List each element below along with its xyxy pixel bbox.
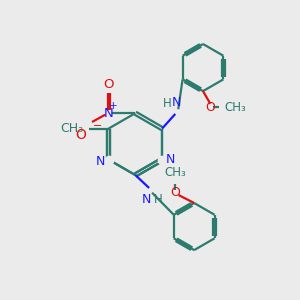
Text: +: + xyxy=(109,101,118,111)
Text: CH₃: CH₃ xyxy=(164,167,186,179)
Text: N: N xyxy=(96,154,106,167)
Text: H: H xyxy=(163,97,172,110)
Text: −: − xyxy=(93,121,102,131)
Text: O: O xyxy=(103,77,114,91)
Text: N: N xyxy=(172,96,182,109)
Text: H: H xyxy=(154,193,162,206)
Text: O: O xyxy=(75,128,86,142)
Text: N: N xyxy=(104,107,114,120)
Text: O: O xyxy=(170,186,180,199)
Text: O: O xyxy=(206,101,215,114)
Text: N: N xyxy=(142,193,151,206)
Text: CH₃: CH₃ xyxy=(224,101,246,114)
Text: CH₃: CH₃ xyxy=(60,122,83,135)
Text: N: N xyxy=(166,153,176,166)
